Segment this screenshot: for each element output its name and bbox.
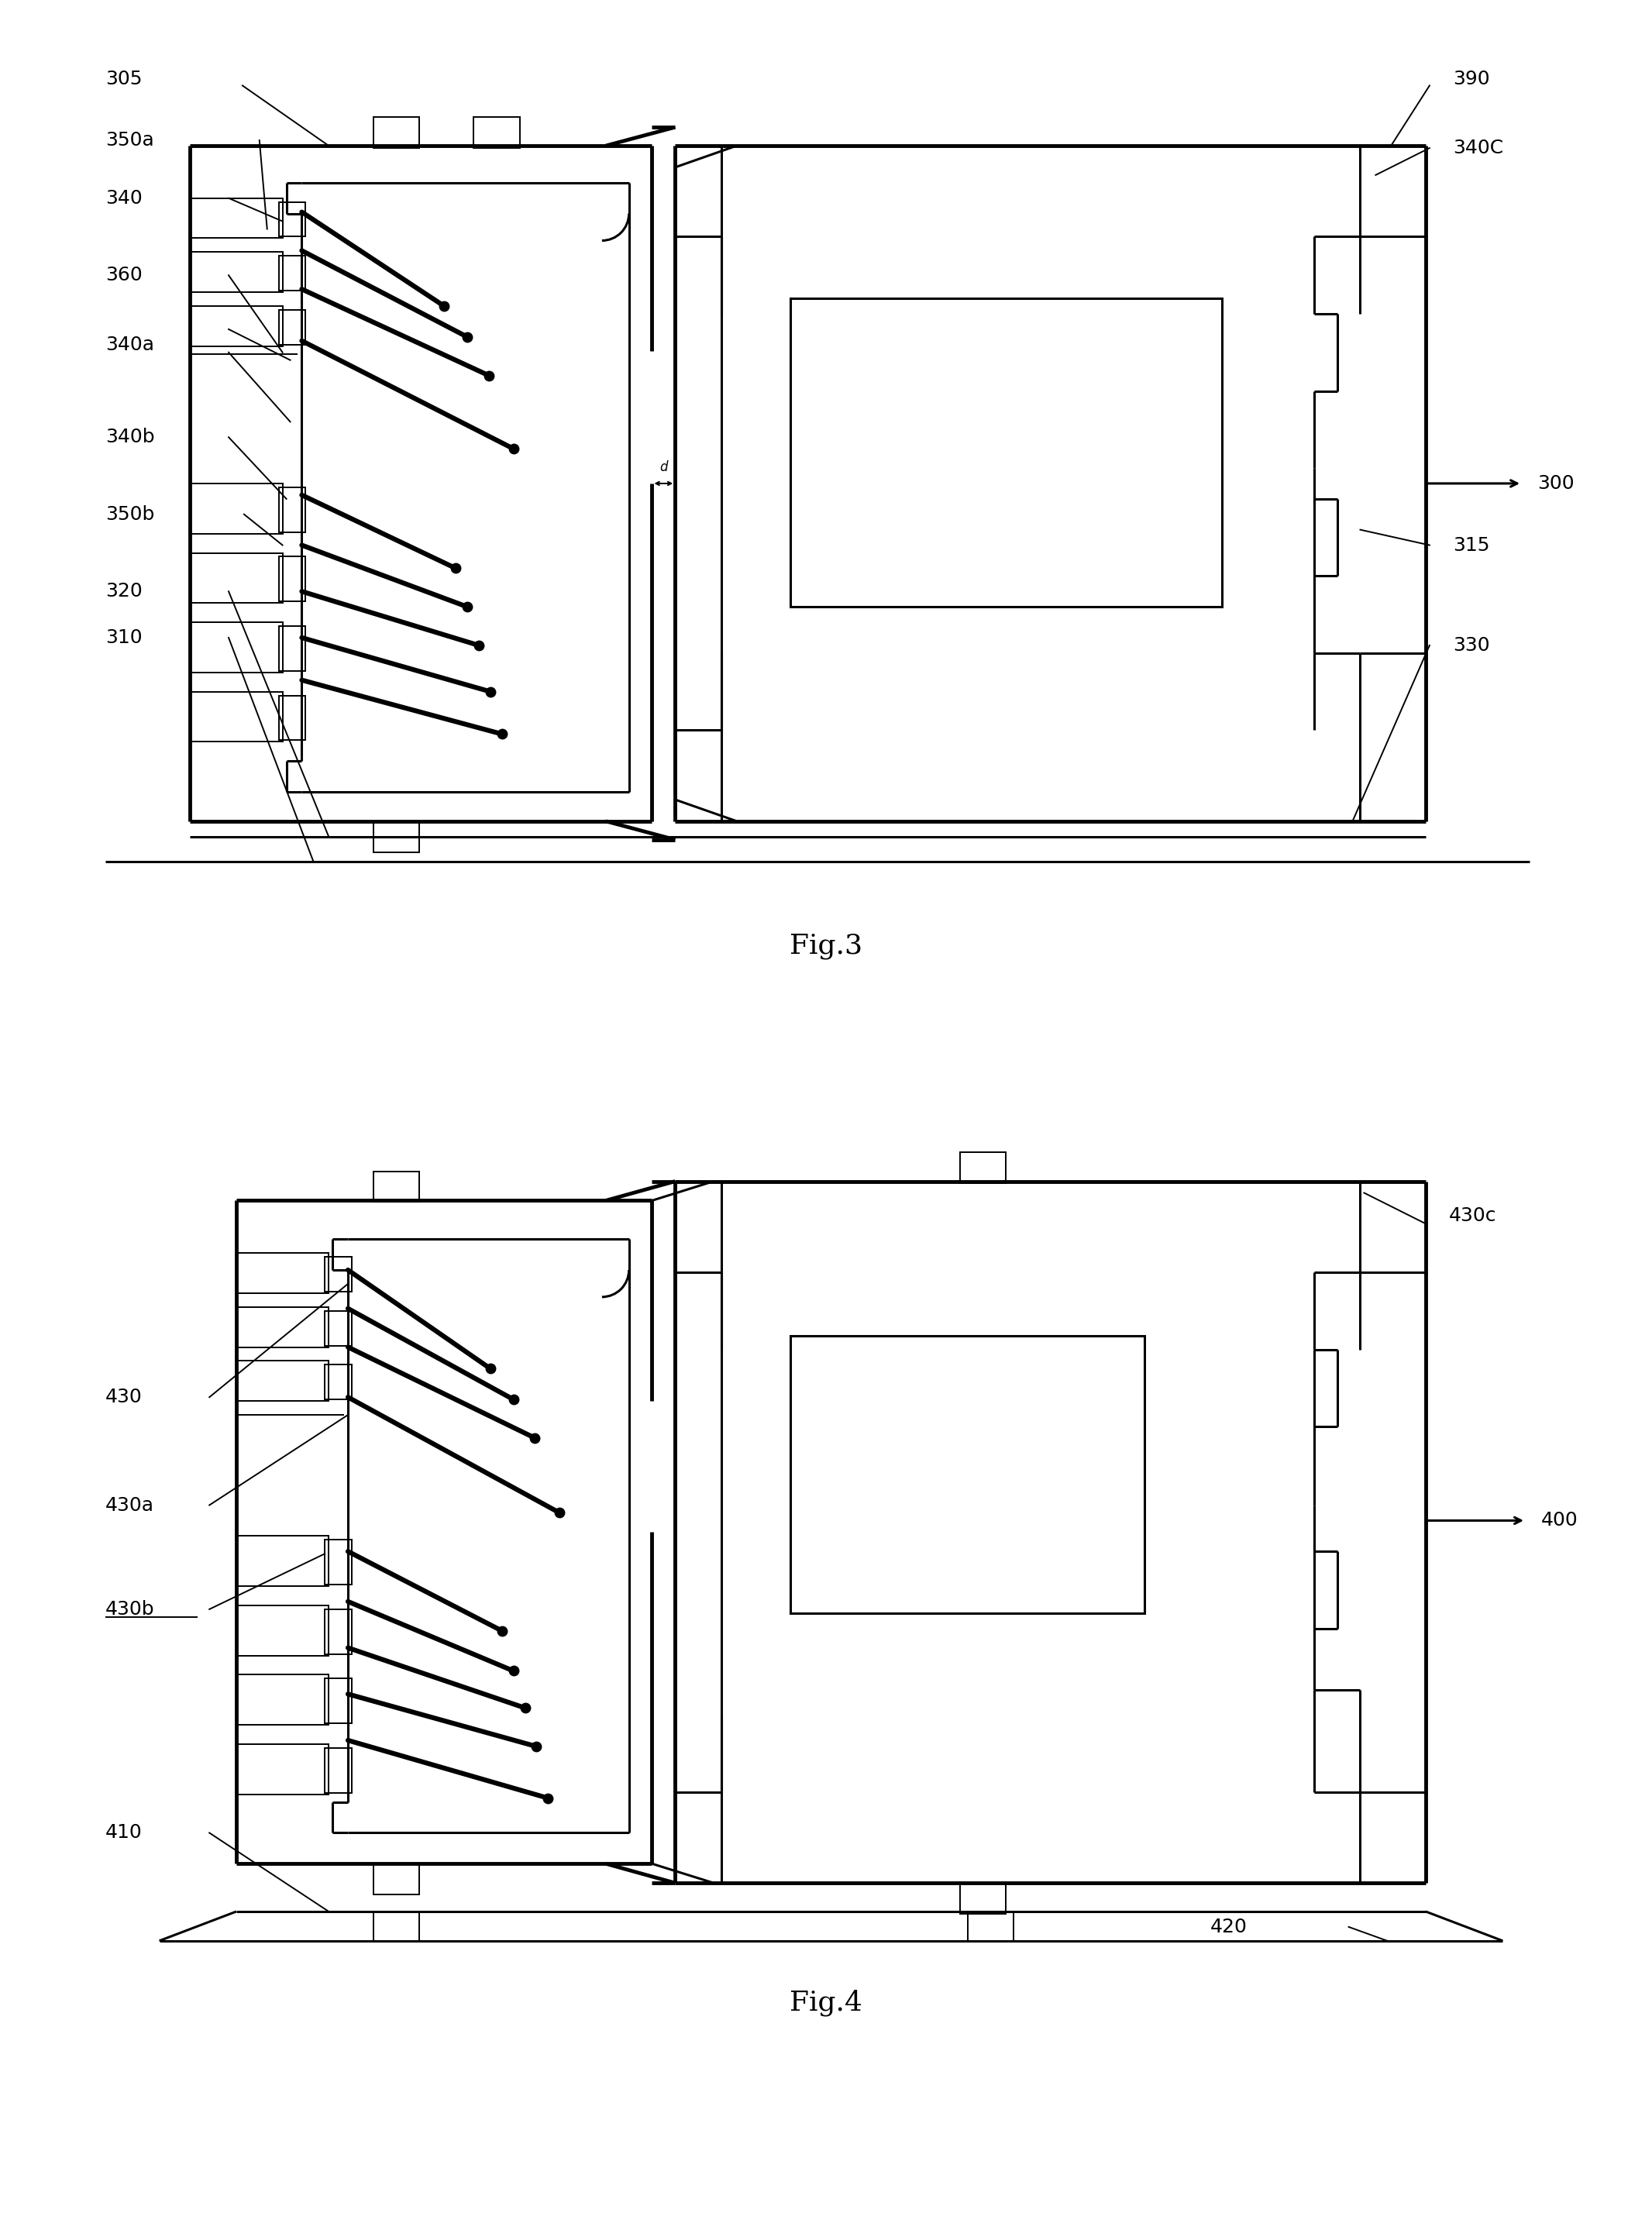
Text: 305: 305 [106,71,142,89]
Text: 360: 360 [106,267,142,285]
Text: 330: 330 [1452,636,1490,656]
Bar [791,298,1222,607]
Bar [236,1307,329,1347]
Bar [190,622,282,671]
Bar [190,198,282,238]
Bar [325,1256,352,1292]
Text: 430: 430 [106,1387,142,1407]
Bar [236,1605,329,1656]
Text: Fig.3: Fig.3 [790,934,862,960]
Bar [791,1336,1145,1614]
Text: 400: 400 [1541,1512,1578,1529]
Bar [190,307,282,347]
Text: 420: 420 [1211,1918,1247,1936]
Bar [190,691,282,742]
Bar [960,1152,1006,1183]
Text: 390: 390 [1452,71,1490,89]
Bar [968,1912,1014,1941]
Bar [474,118,520,149]
Bar [236,1745,329,1794]
Text: 340: 340 [106,189,142,207]
Text: 430a: 430a [106,1496,154,1514]
Text: 315: 315 [1452,536,1490,554]
Text: 430b: 430b [106,1601,155,1618]
Bar [373,1863,420,1894]
Bar [325,1365,352,1400]
Text: 350b: 350b [106,505,155,525]
Text: 300: 300 [1538,473,1574,494]
Text: 350a: 350a [106,131,154,149]
Text: 310: 310 [106,629,142,647]
Bar [279,256,306,291]
Text: 340a: 340a [106,336,154,353]
Text: 340b: 340b [106,427,155,447]
Bar [236,1254,329,1294]
Bar [325,1678,352,1723]
Text: d: d [659,460,667,473]
Bar [325,1541,352,1585]
Bar [325,1609,352,1654]
Bar [190,482,282,534]
Bar [279,309,306,345]
Bar [373,820,420,851]
Bar [190,554,282,602]
Text: 430c: 430c [1449,1207,1497,1225]
Bar [236,1674,329,1725]
Bar [279,487,306,531]
Bar [279,202,306,236]
Bar [236,1536,329,1585]
Bar [279,556,306,602]
Bar [373,1172,420,1203]
Bar [373,118,420,149]
Bar [325,1312,352,1345]
Bar [279,627,306,671]
Text: 340C: 340C [1452,138,1503,158]
Bar [373,1912,420,1941]
Text: 410: 410 [106,1823,142,1843]
Bar [236,1360,329,1400]
Text: 320: 320 [106,582,142,600]
Bar [279,696,306,740]
Bar [960,1883,1006,1914]
Text: Fig.4: Fig.4 [790,1990,862,2016]
Bar [190,251,282,291]
Bar [325,1747,352,1792]
